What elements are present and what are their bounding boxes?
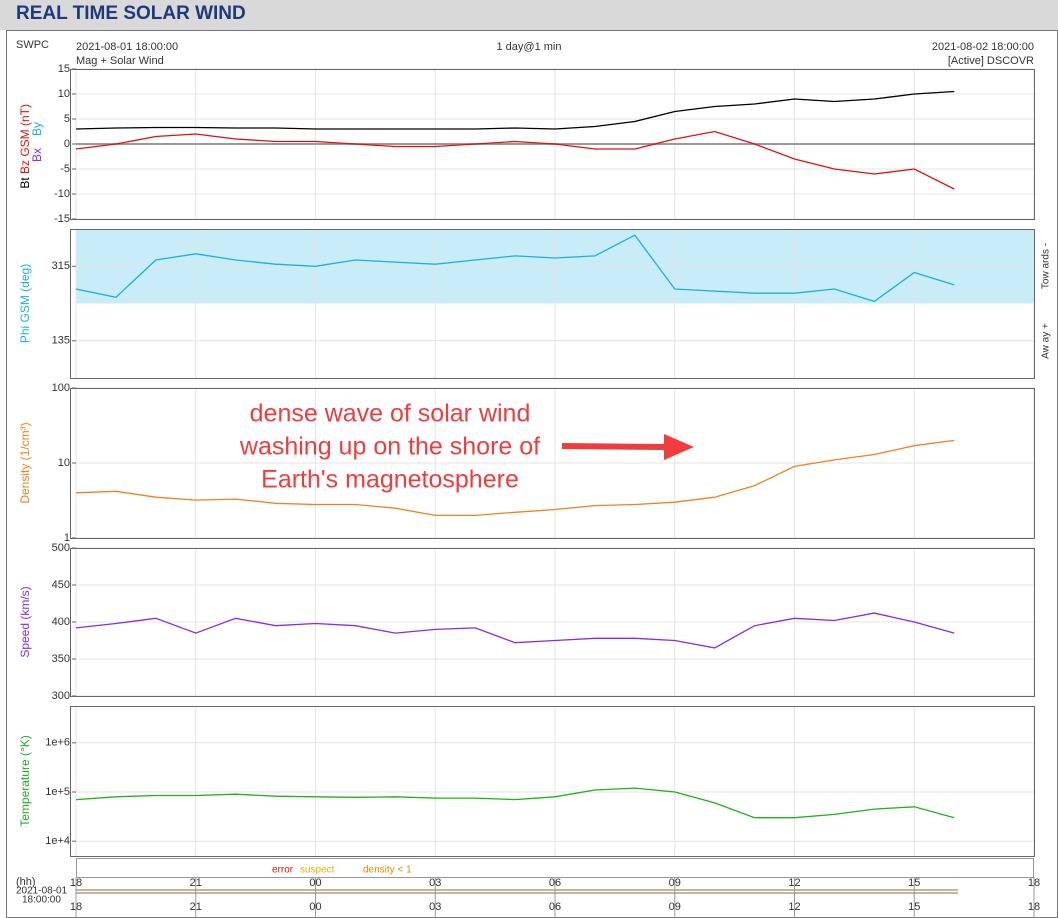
end-time: 2021-08-02 18:00:00 xyxy=(932,41,1034,53)
x-tick-label: 03 xyxy=(429,901,441,913)
panel: 135 315 Phi GSM (deg) Tow ards - Aw ay + xyxy=(18,229,1052,379)
x-tick-label: 06 xyxy=(549,901,561,913)
y-tick-label: -10 xyxy=(54,188,70,200)
x-tick-label: 18 xyxy=(1028,877,1040,889)
flag-suspect: suspect xyxy=(300,865,335,876)
source: SWPC xyxy=(16,39,49,51)
y-axis-label: Density (1/cm³) xyxy=(18,422,32,503)
annotation: dense wave of solar wind washing up on th… xyxy=(239,400,694,494)
y-axis-label: Phi GSM (deg) xyxy=(18,264,32,343)
arrow-head xyxy=(664,434,694,460)
y-tick-label: 15 xyxy=(58,63,70,75)
data-line xyxy=(75,439,955,517)
panel-frame xyxy=(70,548,1035,697)
side-label: Aw ay + xyxy=(1041,323,1052,359)
x-tick-label: 03 xyxy=(429,877,441,889)
x-tick-label: 09 xyxy=(669,901,681,913)
y-axis-label: Speed (km/s) xyxy=(18,586,32,657)
x-tick-label: 15 xyxy=(908,877,920,889)
annotation-text: Earth's magnetosphere xyxy=(261,466,519,494)
y-tick-label: 1e+4 xyxy=(45,835,70,847)
x-tick-label: 21 xyxy=(190,877,202,889)
y-tick-label: 300 xyxy=(52,690,70,702)
panel: -15 -10 -5 0 5 10 15 Bt Bz GSM (nT)Bx By xyxy=(18,63,1035,225)
panel-frame xyxy=(70,388,1035,539)
y-tick-label: 315 xyxy=(52,260,70,272)
y-tick-label: -15 xyxy=(54,213,70,225)
product: Mag + Solar Wind xyxy=(76,55,164,67)
data-line xyxy=(75,612,955,649)
y-tick-label: 0 xyxy=(64,138,70,150)
page-title: REAL TIME SOLAR WIND xyxy=(16,3,246,24)
legend-label: Bx xyxy=(30,148,44,162)
x-tick-label: 21 xyxy=(190,901,202,913)
x-tick-label: 09 xyxy=(669,877,681,889)
x-tick-label: 15 xyxy=(908,901,920,913)
x-tick-label: 18 xyxy=(70,901,82,913)
panel-frame xyxy=(70,706,1035,857)
y-tick-label: 450 xyxy=(52,579,70,591)
panel-frame xyxy=(70,229,1035,379)
arrow-shaft xyxy=(561,443,669,450)
panel: 1e+4 1e+5 1e+6 Temperature (°K) xyxy=(18,706,1035,857)
panel-frame xyxy=(70,69,1035,220)
annotation-text: dense wave of solar wind xyxy=(250,400,531,428)
x-tick-label: 00 xyxy=(309,877,321,889)
start-date: 2021-08-01 xyxy=(16,886,68,897)
data-line xyxy=(75,90,955,130)
panel: 300 350 400 450 500 Speed (km/s) xyxy=(18,542,1035,702)
y-axis-label: Temperature (°K) xyxy=(18,735,32,827)
annotation-text: washing up on the shore of xyxy=(239,433,540,461)
legend-label: Bt xyxy=(18,177,32,189)
data-line xyxy=(75,234,955,303)
y-tick-label: 350 xyxy=(52,653,70,665)
y-tick-label: 100 xyxy=(52,382,70,394)
y-tick-label: 1e+5 xyxy=(45,786,70,798)
flag-density: density < 1 xyxy=(363,865,412,876)
panel: 1 10 100 Density (1/cm³) xyxy=(18,382,1035,544)
y-tick-label: 1 xyxy=(64,532,70,544)
frame xyxy=(6,30,1058,918)
y-tick-label: 5 xyxy=(64,113,70,125)
start-clock: 18:00:00 xyxy=(22,895,61,906)
x-tick-label: 12 xyxy=(788,901,800,913)
data-line xyxy=(75,787,955,819)
x-unit: (hh) xyxy=(16,876,36,888)
flag-error: error xyxy=(272,865,294,876)
x-tick-label: 18 xyxy=(1028,901,1040,913)
y-tick-label: 10 xyxy=(58,457,70,469)
y-tick-label: 400 xyxy=(52,616,70,628)
y-tick-label: -5 xyxy=(60,163,70,175)
y-tick-label: 135 xyxy=(52,335,70,347)
x-tick-label: 00 xyxy=(309,901,321,913)
y-tick-label: 10 xyxy=(58,88,70,100)
y-tick-label: 500 xyxy=(52,542,70,554)
legend-label: By xyxy=(30,122,44,136)
status: [Active] DSCOVR xyxy=(948,55,1034,67)
span: 1 day@1 min xyxy=(497,41,562,53)
x-tick-label: 06 xyxy=(549,877,561,889)
header-bar xyxy=(0,0,1058,30)
legend-label: Bz GSM (nT) xyxy=(18,104,32,174)
start-time: 2021-08-01 18:00:00 xyxy=(76,41,178,53)
y-tick-label: 1e+6 xyxy=(45,737,70,749)
x-tick-label: 12 xyxy=(788,877,800,889)
side-label: Tow ards - xyxy=(1041,243,1052,289)
x-tick-label: 18 xyxy=(70,877,82,889)
data-line xyxy=(75,130,955,190)
